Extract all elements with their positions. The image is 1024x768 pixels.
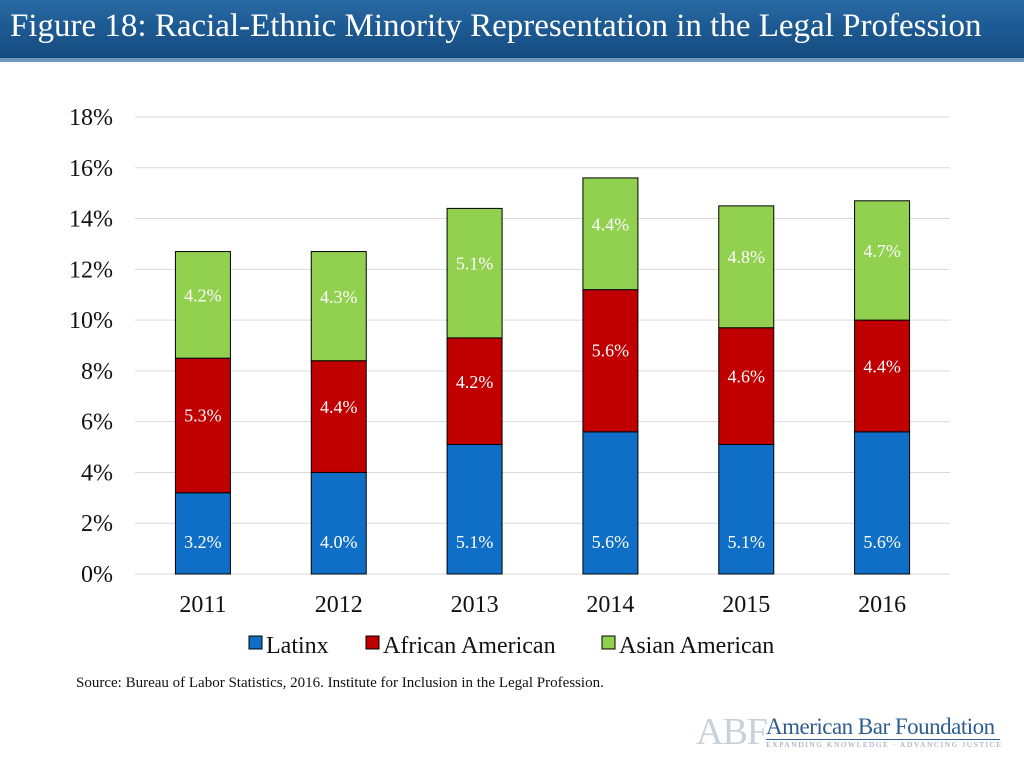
legend-swatch-latinx [248, 635, 263, 650]
logo-rule [766, 739, 1000, 740]
bar-african-american-2014 [582, 289, 639, 433]
y-tick-label: 8% [81, 359, 113, 385]
data-label-latinx-2013: 5.1% [456, 532, 494, 552]
y-tick-label: 6% [81, 410, 113, 436]
data-label-african-american-2015: 4.6% [728, 367, 766, 387]
bar-african-american-2011 [174, 357, 231, 494]
y-tick-label: 16% [69, 156, 113, 182]
bar-african-american-2016 [854, 319, 911, 433]
legend-swatch-asian-american [601, 635, 616, 650]
data-label-african-american-2016: 4.4% [863, 357, 901, 377]
logo-abbr: ABF [696, 711, 768, 753]
data-label-latinx-2011: 3.2% [184, 532, 222, 552]
stacked-bar-chart: 0% 2% 4% 6% 8% 10% 12% 14% 16% 18% 3.2% 5.3% 4.2% 201… [69, 105, 950, 659]
data-label-latinx-2015: 5.1% [728, 532, 766, 552]
x-tick-label-2016: 2016 [858, 592, 906, 618]
y-tick-label: 2% [81, 511, 113, 537]
bar-latinx-2013 [446, 444, 503, 575]
bar-latinx-2012 [310, 471, 367, 575]
legend-label-latinx: Latinx [266, 633, 329, 659]
data-label-asian-american-2011: 4.2% [184, 286, 222, 306]
x-tick-label-2014: 2014 [586, 592, 634, 618]
x-tick-label-2011: 2011 [179, 592, 226, 618]
y-tick-label: 14% [69, 207, 113, 233]
abf-logo: ABF American Bar Foundation EXPANDING KN… [696, 712, 1006, 752]
y-tick-label: 0% [81, 562, 113, 588]
title-bar: Figure 18: Racial-Ethnic Minority Repres… [0, 0, 1024, 62]
data-label-asian-american-2015: 4.8% [728, 247, 766, 267]
data-label-asian-american-2013: 5.1% [456, 253, 494, 273]
logo-tagline: EXPANDING KNOWLEDGE · ADVANCING JUSTICE [766, 740, 1003, 749]
bar-latinx-2014 [582, 431, 639, 575]
bar-latinx-2016 [854, 431, 911, 575]
data-label-latinx-2016: 5.6% [863, 532, 901, 552]
data-label-african-american-2014: 5.6% [592, 340, 630, 360]
bar-asian-american-2016 [854, 200, 911, 321]
y-tick-label: 4% [81, 460, 113, 486]
data-label-latinx-2012: 4.0% [320, 532, 358, 552]
y-tick-label: 10% [69, 308, 113, 334]
bar-asian-american-2011 [174, 251, 231, 359]
source-note: Source: Bureau of Labor Statistics, 2016… [76, 675, 604, 691]
data-label-latinx-2014: 5.6% [592, 532, 630, 552]
bar-latinx-2015 [718, 444, 775, 575]
x-tick-label-2015: 2015 [722, 592, 770, 618]
y-tick-label: 18% [69, 105, 113, 131]
bar-african-american-2013 [446, 337, 503, 446]
bar-asian-american-2012 [310, 251, 367, 362]
data-label-african-american-2011: 5.3% [184, 405, 222, 425]
bar-asian-american-2013 [446, 207, 503, 339]
x-tick-label-2012: 2012 [315, 592, 363, 618]
bar-asian-american-2015 [718, 205, 775, 329]
data-label-asian-american-2012: 4.3% [320, 287, 358, 307]
data-label-asian-american-2016: 4.7% [863, 241, 901, 261]
legend-label-asian-american: Asian American [619, 633, 774, 659]
data-label-asian-american-2014: 4.4% [592, 214, 630, 234]
x-tick-label-2013: 2013 [451, 592, 499, 618]
y-tick-label: 12% [69, 257, 113, 283]
legend-swatch-african-american [365, 635, 380, 650]
data-label-african-american-2013: 4.2% [456, 372, 494, 392]
data-label-african-american-2012: 4.4% [320, 397, 358, 417]
page-title: Figure 18: Racial-Ethnic Minority Repres… [10, 8, 982, 44]
logo-name: American Bar Foundation [766, 714, 995, 739]
bar-asian-american-2014 [582, 177, 639, 291]
legend-label-african-american: African American [383, 633, 556, 659]
